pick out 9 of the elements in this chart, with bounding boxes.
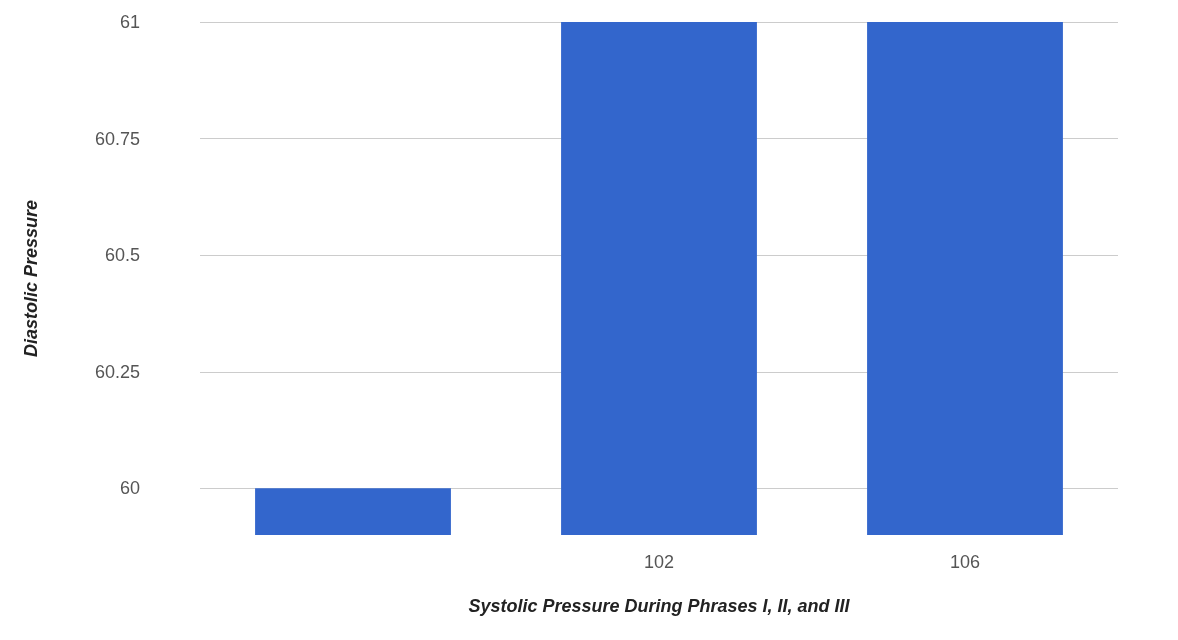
y-tick-label: 61 (119, 12, 140, 32)
x-tick-label: 102 (643, 552, 675, 572)
x-tick-label: 106 (949, 552, 981, 572)
y-tick-label: 60.75 (94, 128, 140, 149)
x-axis-title: Systolic Pressure During Phrases I, II, and III (468, 596, 851, 616)
y-axis-title: Diastolic Pressure (21, 199, 41, 358)
y-tick-label: 60.25 (94, 361, 140, 382)
y-tick-label: 60 (119, 478, 140, 499)
y-tick-label: 60.5 (104, 245, 140, 266)
